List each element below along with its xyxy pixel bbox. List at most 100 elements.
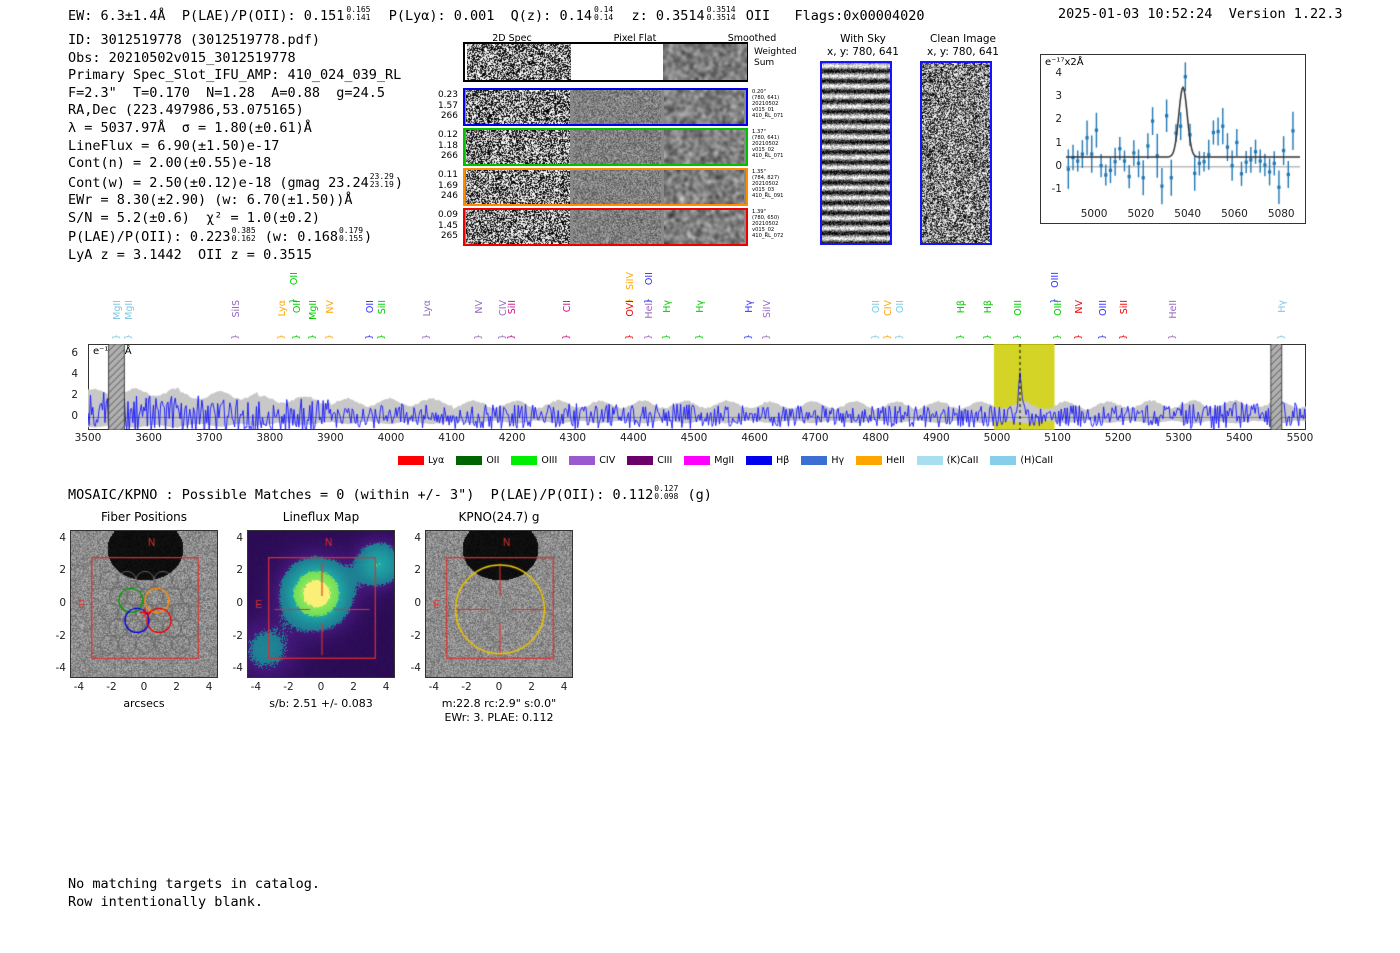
header-flags: Flags:0x00004020 bbox=[794, 7, 925, 24]
emission-line-label: OIII bbox=[1098, 300, 1109, 316]
header-z-type: OII bbox=[745, 7, 771, 24]
info-obs: Obs: 20210502v015_3012519778 bbox=[68, 49, 296, 66]
legend-swatch bbox=[627, 456, 654, 465]
emission-line-label: SiIV bbox=[761, 300, 773, 318]
version: Version 1.22.3 bbox=[1228, 6, 1343, 22]
xtick: 5060 bbox=[1221, 208, 1248, 220]
bottom-ytick: -4 bbox=[410, 662, 421, 675]
info-plae-w-range: 0.179 0.155 bbox=[338, 226, 364, 244]
bottom-panel-caption: m:22.8 rc:2.9" s:0.0" bbox=[441, 697, 557, 710]
line-marker-brace: } bbox=[955, 334, 966, 340]
emission-line-label: HeII bbox=[643, 300, 655, 319]
row-2dspec-image bbox=[466, 130, 570, 164]
header-summary: EW: 6.3±1.4Å P(LAE)/P(OII): 0.151 0.165 0.… bbox=[68, 5, 925, 24]
ytick: 3 bbox=[1055, 90, 1062, 103]
bottom-ytick: -2 bbox=[232, 629, 243, 642]
legend-swatch bbox=[398, 456, 424, 465]
emission-line-label: OII bbox=[365, 300, 377, 314]
xtick: 4500 bbox=[680, 432, 708, 444]
bottom-xtick: -4 bbox=[250, 681, 262, 693]
row-2dspec-image bbox=[466, 170, 570, 204]
row-pixelflat-image bbox=[573, 130, 661, 164]
line-marker-brace: } bbox=[276, 334, 287, 340]
line-marker-brace: } bbox=[308, 334, 319, 340]
emission-line-label: OIII bbox=[1013, 300, 1025, 316]
legend-label: Lyα bbox=[428, 455, 445, 466]
fiber-row bbox=[463, 168, 748, 206]
emission-line-label: OII bbox=[292, 300, 304, 314]
legend-swatch bbox=[990, 456, 1017, 465]
weighted-sum-label: Weighted Sum bbox=[754, 47, 797, 68]
spectrum-xticks: 3500 3600 3700 3800 3900 4000 4100 4200 4300 4400… bbox=[0, 432, 1400, 448]
xtick: 4800 bbox=[862, 432, 890, 444]
ytick: 6 bbox=[71, 347, 78, 360]
header-plae-label: P(LAE)/P(OII): 0.151 bbox=[181, 7, 345, 24]
mosaic-text: MOSAIC/KPNO : Possible Matches = 0 (with… bbox=[68, 486, 654, 503]
row-2dspec-image bbox=[466, 210, 570, 244]
bottom-panel-title: Fiber Positions bbox=[100, 510, 188, 524]
ytick: 0 bbox=[71, 410, 78, 423]
legend-swatch bbox=[916, 456, 943, 465]
sum-smoothed-image bbox=[663, 44, 747, 80]
info-redshifts: LyA z = 3.1442 OII z = 0.3515 bbox=[68, 246, 312, 263]
legend-item: Hβ bbox=[746, 455, 789, 466]
row-metadata: 1.35" (784, 827) 20210502 v015_03 410_RL… bbox=[752, 169, 784, 200]
line-fit-canvas bbox=[1040, 54, 1306, 224]
detection-info-block: ID: 3012519778 (3012519778.pdf) Obs: 202… bbox=[68, 32, 403, 263]
bottom-xtick: 4 bbox=[560, 681, 568, 693]
info-plae: P(LAE)/P(OII): 0.223 bbox=[68, 229, 231, 246]
footer-note: No matching targets in catalog. Row inte… bbox=[68, 875, 320, 911]
line-marker-brace: } bbox=[112, 334, 123, 340]
xtick: 3800 bbox=[256, 432, 284, 444]
line-marker-brace: } bbox=[231, 334, 242, 340]
xtick: 4300 bbox=[559, 432, 587, 444]
bottom-ytick: 0 bbox=[236, 597, 243, 609]
emission-line-label: SiII bbox=[376, 300, 388, 315]
xtick: 4200 bbox=[498, 432, 526, 444]
legend-label: CIII bbox=[657, 455, 673, 466]
line-marker-brace: } bbox=[1073, 334, 1084, 340]
bottom-xtick: 0 bbox=[317, 681, 325, 693]
line-marker-brace: } bbox=[365, 334, 376, 340]
bottom-xtick: 0 bbox=[140, 681, 148, 693]
panel-title-smoothed: Smoothed bbox=[727, 33, 777, 44]
info-primary: Primary Spec_Slot_IFU_AMP: 410_024_039_R… bbox=[68, 67, 402, 84]
bottom-panel-canvas bbox=[71, 531, 217, 677]
bottom-xtick: -4 bbox=[428, 681, 440, 693]
row-smoothed-image bbox=[664, 210, 744, 244]
xtick: 5080 bbox=[1267, 208, 1295, 220]
fiber-row bbox=[463, 128, 748, 166]
xtick: 4900 bbox=[922, 432, 950, 444]
legend-label: (H)CaII bbox=[1020, 455, 1054, 466]
legend-item: (K)CaII bbox=[916, 455, 978, 466]
xtick: 4100 bbox=[438, 432, 465, 444]
fiber-row bbox=[463, 88, 748, 126]
line-marker-brace: } bbox=[695, 334, 706, 340]
legend-item: OIII bbox=[511, 455, 557, 466]
bottom-ytick: 0 bbox=[414, 597, 421, 609]
ytick: 4 bbox=[1055, 66, 1062, 79]
info-id: ID: 3012519778 (3012519778.pdf) bbox=[68, 32, 320, 48]
legend-item: Hγ bbox=[801, 455, 844, 466]
row-smoothed-image bbox=[664, 90, 744, 124]
header-ew: EW: 6.3±1.4Å bbox=[68, 7, 166, 24]
footer-line1: No matching targets in catalog. bbox=[68, 876, 320, 892]
legend-swatch bbox=[569, 456, 596, 465]
xtick: 4400 bbox=[619, 432, 647, 444]
header-plae-range: 0.165 0.141 bbox=[346, 5, 371, 23]
line-marker-brace: } bbox=[1276, 334, 1287, 340]
xtick: 5500 bbox=[1286, 432, 1314, 444]
cutout-title: With Sky bbox=[840, 33, 886, 45]
row-pixelflat-image bbox=[573, 210, 661, 244]
bottom-xtick: 2 bbox=[350, 681, 357, 693]
emission-line-label: OIII bbox=[1049, 272, 1061, 288]
emission-line-label: MgII bbox=[124, 300, 136, 320]
mosaic-summary: MOSAIC/KPNO : Possible Matches = 0 (with… bbox=[68, 484, 712, 503]
row-metadata: 1.39" (780, 650) 20210502 v015_02 410_RL… bbox=[752, 209, 784, 240]
sum-2dspec-image bbox=[467, 44, 571, 80]
line-marker-brace: } bbox=[1119, 334, 1130, 340]
xtick: 4700 bbox=[801, 432, 829, 444]
bottom-panel-canvas bbox=[426, 531, 572, 677]
line-marker-brace: } bbox=[376, 334, 387, 340]
legend-label: OII bbox=[486, 455, 500, 466]
